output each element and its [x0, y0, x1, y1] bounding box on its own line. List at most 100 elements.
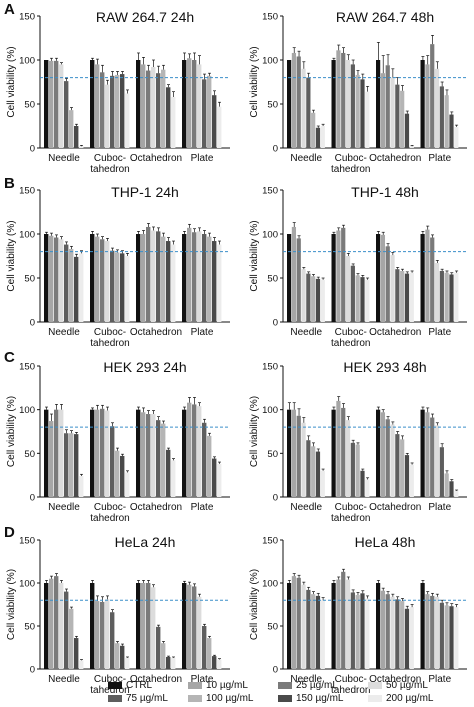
y-tick-label: 150: [262, 362, 278, 373]
bar: [125, 256, 130, 322]
bar: [49, 60, 54, 148]
x-tick-label: Octahedron: [130, 674, 182, 685]
bar: [217, 659, 222, 669]
y-tick-label: 0: [30, 665, 35, 676]
bar: [100, 72, 105, 148]
bar: [331, 583, 336, 669]
legend-swatch: [108, 695, 122, 702]
bar: [390, 255, 395, 322]
y-tick-label: 150: [19, 186, 35, 197]
bar: [44, 583, 49, 669]
bar: [296, 577, 301, 669]
bar: [202, 422, 207, 497]
legend-label: 10 µg/mL: [206, 680, 248, 691]
bar: [395, 434, 400, 497]
x-tick-label: Octahedron: [369, 502, 421, 513]
bar: [69, 110, 74, 148]
chart-title: HEK 293 48h: [343, 359, 426, 375]
bar: [341, 227, 346, 322]
bar: [74, 256, 79, 322]
bar: [331, 234, 336, 322]
bar: [296, 56, 301, 149]
bar: [454, 607, 459, 669]
bar: [336, 50, 341, 148]
bar: [192, 404, 197, 497]
bar: [320, 600, 325, 669]
bar: [115, 643, 120, 669]
x-tick-label: Needle: [48, 674, 80, 685]
bar: [449, 606, 454, 669]
bar: [125, 657, 130, 669]
bar: [105, 599, 110, 669]
bar: [212, 95, 217, 148]
bar: [54, 409, 59, 497]
bar: [404, 113, 410, 148]
bar: [444, 272, 449, 322]
chart-panel: THP-1 48h Cell viability (%) 0 50 100 150 Need…: [249, 184, 467, 349]
bar: [420, 234, 425, 322]
bar: [341, 407, 346, 497]
bar: [395, 84, 400, 148]
bar: [315, 127, 321, 148]
bar: [74, 126, 79, 148]
x-tick-label: Plate: [191, 327, 214, 338]
bar: [192, 586, 197, 669]
x-tick-label: Plate: [428, 153, 451, 164]
x-tick-label: Cuboc-tahedron: [331, 674, 370, 696]
legend-label: 100 µg/mL: [206, 693, 254, 704]
bar: [341, 571, 346, 669]
bar: [151, 230, 156, 322]
bar: [350, 442, 355, 497]
x-tick-label: Needle: [290, 674, 322, 685]
y-tick-label: 50: [24, 274, 35, 285]
bar: [115, 450, 120, 497]
legend-swatch: [368, 682, 382, 689]
bar: [44, 409, 49, 497]
x-tick-label: Cuboc-tahedron: [90, 674, 129, 696]
bar: [69, 433, 74, 497]
bar: [197, 231, 202, 322]
y-tick-label: 100: [262, 405, 278, 416]
bar: [212, 656, 217, 669]
bar: [331, 409, 336, 497]
legend-item: 200 µg/mL: [368, 693, 433, 704]
y-tick-label: 50: [24, 622, 35, 633]
y-tick-label: 50: [267, 100, 278, 111]
legend-item: 75 µg/mL: [108, 693, 168, 704]
bar: [385, 246, 390, 322]
bar: [434, 596, 440, 669]
bar: [110, 250, 115, 322]
bar: [420, 60, 425, 148]
bar: [171, 96, 176, 148]
y-tick-label: 0: [273, 665, 278, 676]
bar: [287, 409, 292, 497]
bar: [311, 276, 316, 322]
bar: [311, 112, 316, 148]
bar: [409, 272, 414, 322]
bar: [44, 234, 49, 322]
legend-item: 100 µg/mL: [188, 693, 253, 704]
bar: [355, 444, 360, 497]
legend-item: 10 µg/mL: [188, 680, 248, 691]
y-tick-label: 50: [267, 449, 278, 460]
chart-title: HeLa 24h: [115, 534, 176, 550]
bar: [380, 590, 386, 669]
bar: [444, 473, 449, 497]
chart-panel: RAW 264.7 48h Cell viability (%) 0 50 100 150…: [249, 9, 467, 175]
chart-panel: HeLa 48h Cell viability (%) 0 50 100 150 Needl…: [249, 534, 467, 696]
bar: [311, 446, 316, 497]
bar: [69, 248, 74, 322]
bar: [141, 583, 146, 669]
y-tick-label: 100: [19, 579, 35, 590]
bar: [390, 77, 395, 148]
bar: [182, 60, 187, 148]
legend-item: CTRL: [108, 680, 152, 691]
bar: [146, 70, 151, 148]
y-tick-label: 150: [19, 536, 35, 547]
y-tick-label: 150: [19, 12, 35, 23]
bar: [301, 584, 306, 669]
bar: [217, 463, 222, 497]
bar: [197, 64, 202, 148]
bar: [439, 602, 444, 669]
bar: [404, 455, 410, 497]
